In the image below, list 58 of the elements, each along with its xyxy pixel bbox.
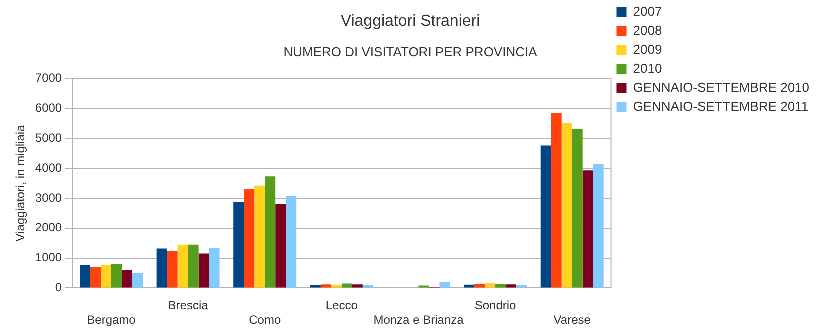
bar — [198, 254, 210, 288]
x-tick-label: Como — [249, 313, 282, 328]
y-tick-label: 6000 — [35, 101, 62, 116]
chart-title: Viaggiatori Stranieri — [340, 13, 480, 30]
legend-label: 2009 — [633, 42, 662, 58]
y-tick-label: 7000 — [35, 71, 62, 86]
bar — [485, 283, 496, 288]
bar — [244, 189, 255, 288]
bar — [254, 186, 266, 288]
x-tick-label: Bergamo — [87, 313, 136, 328]
y-axis-title: Viaggiatori, in migliaia — [14, 124, 28, 242]
bar — [440, 282, 450, 288]
bar — [234, 202, 244, 288]
bar — [562, 123, 572, 288]
bar — [331, 284, 342, 288]
legend-label: GENNAIO-SETTEMBRE 2011 — [633, 99, 809, 114]
y-tick-label: 2000 — [35, 220, 62, 235]
bar — [122, 270, 132, 288]
bar — [362, 285, 374, 288]
y-tick-label: 0 — [55, 280, 62, 295]
bar — [352, 284, 363, 288]
bar — [572, 129, 583, 288]
bar — [582, 170, 594, 288]
legend-label: 2008 — [633, 23, 662, 38]
bar — [551, 114, 562, 288]
bar — [167, 251, 178, 288]
bar — [156, 248, 168, 288]
bar — [286, 196, 297, 288]
bar — [101, 265, 112, 288]
legend-label: 2007 — [633, 4, 662, 20]
bar — [320, 284, 332, 288]
x-tick-label: Varese — [554, 313, 592, 328]
y-tick-label: 3000 — [35, 190, 62, 205]
bar — [310, 285, 321, 288]
x-tick-label: Monza e Brianza — [374, 313, 464, 328]
y-tick-label: 5000 — [35, 130, 62, 145]
bar — [112, 264, 122, 288]
bar — [342, 284, 352, 288]
bar — [265, 176, 276, 288]
chart-subtitle: NUMERO DI VISITATORI PER PROVINCIA — [284, 44, 538, 60]
bar — [209, 248, 220, 288]
legend-label: GENNAIO-SETTEMBRE 2010 — [633, 80, 810, 96]
x-tick-label: Lecco — [326, 298, 358, 313]
legend-label: 2010 — [633, 61, 662, 76]
bar — [506, 284, 517, 288]
bar — [464, 284, 475, 288]
x-tick-label: Brescia — [168, 298, 209, 313]
bar — [178, 244, 188, 288]
bar — [80, 265, 91, 288]
x-tick-label: Sondrio — [474, 298, 517, 313]
y-tick-label: 4000 — [35, 160, 62, 175]
bar — [188, 244, 199, 288]
bar — [540, 146, 552, 288]
bar — [276, 204, 286, 288]
bar — [132, 274, 143, 288]
y-tick-label: 1000 — [35, 250, 62, 265]
bar — [593, 164, 604, 288]
bar — [90, 267, 101, 288]
